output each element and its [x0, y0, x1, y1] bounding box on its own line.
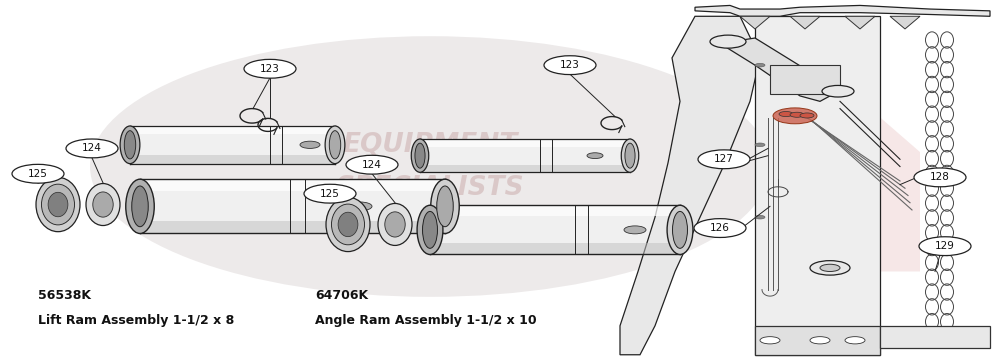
- Circle shape: [587, 153, 603, 159]
- Text: 125: 125: [28, 169, 48, 179]
- Ellipse shape: [625, 143, 635, 168]
- Circle shape: [755, 215, 765, 219]
- Ellipse shape: [132, 186, 148, 227]
- Ellipse shape: [621, 139, 639, 172]
- Polygon shape: [430, 205, 680, 216]
- Circle shape: [66, 139, 118, 158]
- Polygon shape: [420, 139, 630, 172]
- Ellipse shape: [36, 177, 80, 232]
- Text: 124: 124: [82, 143, 102, 153]
- Ellipse shape: [329, 131, 341, 159]
- Polygon shape: [420, 139, 630, 147]
- Text: 127: 127: [714, 154, 734, 164]
- Ellipse shape: [120, 126, 140, 164]
- Ellipse shape: [93, 192, 113, 217]
- Circle shape: [755, 143, 765, 147]
- Polygon shape: [890, 16, 920, 29]
- Ellipse shape: [431, 179, 459, 233]
- Circle shape: [710, 35, 746, 48]
- Ellipse shape: [90, 36, 770, 297]
- Circle shape: [304, 184, 356, 203]
- Circle shape: [800, 113, 814, 118]
- Polygon shape: [780, 109, 920, 272]
- Ellipse shape: [325, 126, 345, 164]
- Circle shape: [544, 56, 596, 75]
- Polygon shape: [695, 5, 990, 16]
- Polygon shape: [140, 221, 445, 233]
- Polygon shape: [430, 243, 680, 254]
- Polygon shape: [740, 16, 770, 29]
- Circle shape: [755, 63, 765, 67]
- Circle shape: [773, 108, 817, 124]
- Circle shape: [810, 261, 850, 275]
- Ellipse shape: [332, 204, 364, 245]
- Circle shape: [694, 219, 746, 237]
- Ellipse shape: [338, 212, 358, 237]
- Text: Angle Ram Assembly 1-1/2 x 10: Angle Ram Assembly 1-1/2 x 10: [315, 314, 537, 327]
- Ellipse shape: [667, 205, 693, 254]
- Polygon shape: [790, 16, 820, 29]
- Polygon shape: [755, 326, 880, 355]
- Circle shape: [822, 85, 854, 97]
- Polygon shape: [620, 16, 760, 355]
- Ellipse shape: [423, 211, 437, 248]
- Text: SPECIALISTS: SPECIALISTS: [336, 175, 524, 201]
- Polygon shape: [130, 126, 335, 134]
- Ellipse shape: [673, 211, 687, 248]
- Circle shape: [810, 337, 830, 344]
- Ellipse shape: [417, 205, 443, 254]
- Circle shape: [779, 111, 793, 117]
- Text: 124: 124: [362, 160, 382, 170]
- Polygon shape: [720, 38, 840, 101]
- Text: Lift Ram Assembly 1-1/2 x 8: Lift Ram Assembly 1-1/2 x 8: [38, 314, 234, 327]
- Ellipse shape: [415, 143, 425, 168]
- Ellipse shape: [48, 192, 68, 217]
- Polygon shape: [880, 326, 990, 348]
- Text: 125: 125: [320, 189, 340, 199]
- Polygon shape: [420, 165, 630, 172]
- Ellipse shape: [411, 139, 429, 172]
- Polygon shape: [845, 16, 875, 29]
- Circle shape: [348, 202, 372, 211]
- Polygon shape: [130, 155, 335, 164]
- Text: 64706K: 64706K: [315, 289, 368, 302]
- Ellipse shape: [124, 131, 136, 159]
- Circle shape: [760, 337, 780, 344]
- Circle shape: [919, 237, 971, 256]
- Ellipse shape: [437, 186, 453, 227]
- Circle shape: [12, 164, 64, 183]
- Text: 126: 126: [710, 223, 730, 233]
- Text: INC.: INC.: [416, 214, 444, 227]
- Polygon shape: [755, 16, 880, 355]
- Circle shape: [624, 226, 646, 234]
- Polygon shape: [430, 205, 680, 254]
- Polygon shape: [770, 65, 840, 94]
- Circle shape: [845, 337, 865, 344]
- Ellipse shape: [326, 197, 370, 252]
- Circle shape: [244, 59, 296, 78]
- Circle shape: [914, 168, 966, 187]
- Ellipse shape: [42, 184, 74, 225]
- Ellipse shape: [378, 203, 412, 245]
- Circle shape: [790, 112, 804, 117]
- Ellipse shape: [86, 184, 120, 226]
- Circle shape: [820, 264, 840, 272]
- Circle shape: [300, 141, 320, 148]
- Text: EQUIPMENT: EQUIPMENT: [342, 132, 518, 158]
- Circle shape: [346, 155, 398, 174]
- Polygon shape: [140, 179, 445, 191]
- Text: 128: 128: [930, 172, 950, 182]
- Polygon shape: [130, 126, 335, 164]
- Text: 123: 123: [260, 64, 280, 74]
- Ellipse shape: [126, 179, 154, 233]
- Ellipse shape: [385, 212, 405, 237]
- Text: 129: 129: [935, 241, 955, 251]
- Circle shape: [698, 150, 750, 169]
- Text: 56538K: 56538K: [38, 289, 91, 302]
- Text: 123: 123: [560, 60, 580, 70]
- Polygon shape: [140, 179, 445, 233]
